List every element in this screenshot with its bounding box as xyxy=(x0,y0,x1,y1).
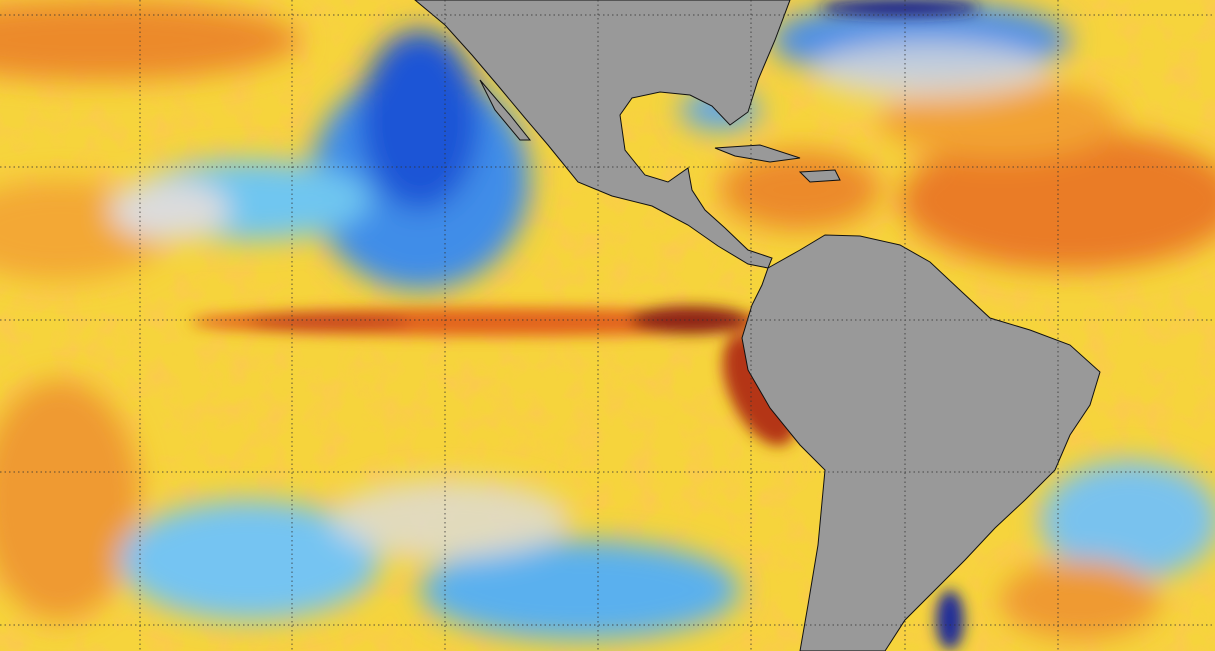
land xyxy=(414,0,1101,651)
baja xyxy=(479,79,532,141)
cuba xyxy=(714,144,801,163)
north-america xyxy=(414,0,791,269)
south-america xyxy=(741,234,1101,651)
hispaniola xyxy=(798,169,841,183)
